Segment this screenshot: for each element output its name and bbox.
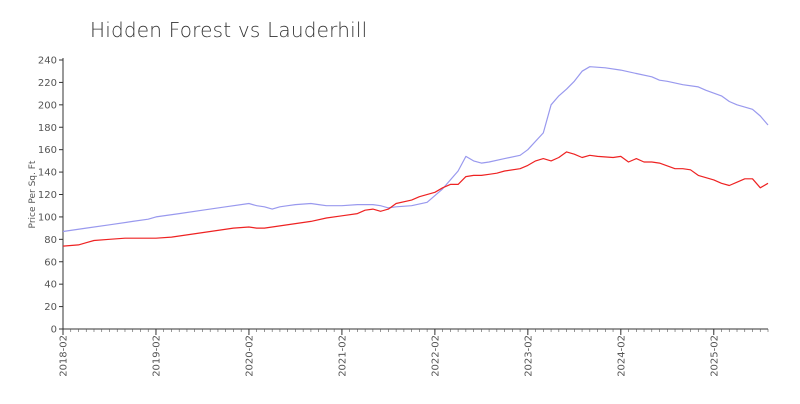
y-tick-label: 0 (51, 325, 57, 336)
y-tick-label: 160 (38, 145, 57, 156)
x-tick-label: 2023-02 (523, 335, 534, 377)
y-tick-label: 60 (44, 257, 57, 268)
y-tick-label: 180 (38, 123, 57, 134)
y-tick-label: 40 (44, 280, 57, 291)
x-tick-label: 2018-02 (59, 335, 70, 377)
y-axis-label: Price Per Sq. Ft (28, 160, 38, 228)
x-tick-label: 2020-02 (244, 335, 255, 377)
series-line-2 (62, 151, 769, 247)
x-tick-label: 2021-02 (337, 335, 348, 377)
y-tick-label: 100 (38, 212, 57, 223)
axes-layer: 0 20 40 60 80 100 120 140 160 180 200 220 240 2018-02… (28, 56, 769, 377)
y-tick-label: 80 (44, 235, 57, 246)
series-layer (62, 66, 769, 247)
y-tick-label: 120 (38, 190, 57, 201)
y-tick-label: 240 (38, 56, 57, 67)
x-tick-label: 2019-02 (151, 335, 162, 377)
x-tick-label: 2022-02 (430, 335, 441, 377)
x-tick-label: 2024-02 (616, 335, 627, 377)
chart-title: Hidden Forest vs Lauderhill (90, 18, 368, 42)
y-tick-label: 20 (44, 302, 57, 313)
y-tick-label: 200 (38, 100, 57, 111)
y-tick-label: 140 (38, 168, 57, 179)
series-line-1 (62, 66, 769, 233)
y-tick-label: 220 (38, 78, 57, 89)
x-tick-label: 2025-02 (709, 335, 720, 377)
